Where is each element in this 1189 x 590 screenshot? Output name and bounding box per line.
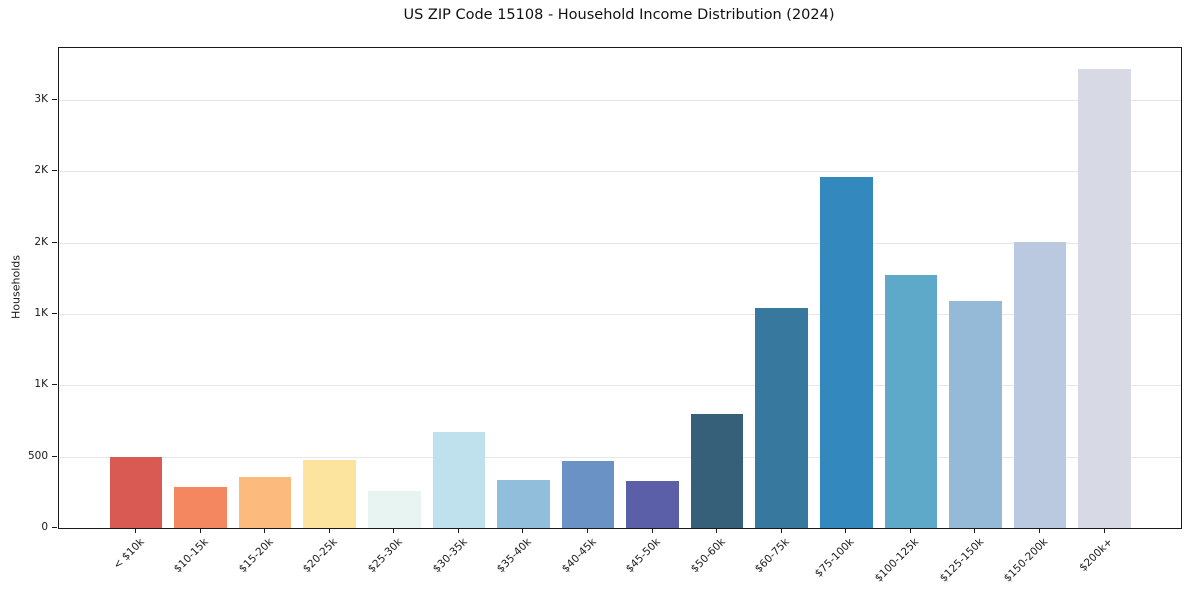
x-tick-mark: [522, 528, 524, 533]
bar-10k: [109, 456, 163, 528]
x-tick-label: < $10k: [110, 536, 147, 572]
x-tick-mark: [457, 528, 459, 533]
x-tick-mark: [909, 528, 911, 533]
x-tick-label: $40-45k: [559, 536, 599, 576]
gridline: [59, 171, 1181, 173]
x-tick-mark: [135, 528, 136, 533]
x-tick-mark: [1038, 528, 1040, 533]
x-tick-label: $100-125k: [872, 536, 922, 585]
x-tick-label: $45-50k: [623, 536, 664, 576]
bar-125-150k: [949, 301, 1002, 528]
y-tick-mark: [52, 241, 57, 243]
bar-200k: [1078, 68, 1131, 528]
x-tick-label: $50-60k: [688, 536, 728, 576]
bar-25-30k: [368, 490, 421, 528]
x-tick-mark: [264, 528, 266, 533]
y-tick-label: 2K: [34, 235, 48, 248]
y-tick-label: 1K: [34, 378, 48, 391]
x-tick-mark: [1103, 528, 1105, 533]
x-tick-mark: [393, 528, 395, 533]
x-tick-mark: [328, 528, 330, 533]
bar-50-60k: [690, 413, 744, 528]
bar-35-40k: [497, 480, 550, 528]
x-tick-label: $60-75k: [753, 536, 793, 576]
x-tick-mark: [974, 528, 976, 533]
x-tick-mark: [586, 528, 588, 533]
gridline: [59, 456, 1181, 458]
plot-area: [58, 47, 1182, 529]
x-tick-label: $10-15k: [171, 536, 212, 576]
bar-150-200k: [1013, 242, 1067, 528]
y-tick-label: 2K: [34, 164, 48, 177]
x-tick-mark: [716, 528, 718, 533]
x-tick-label: $25-30k: [365, 536, 405, 576]
x-tick-label: $75-100k: [812, 536, 857, 580]
bar-45-50k: [626, 480, 679, 528]
bar-10-15k: [174, 486, 227, 528]
y-tick-mark: [52, 384, 57, 386]
x-tick-label: $35-40k: [494, 536, 534, 576]
bar-40-45k: [561, 460, 615, 528]
x-tick-mark: [780, 528, 782, 533]
gridline: [59, 314, 1181, 316]
bar-60-75k: [755, 308, 808, 528]
y-tick-mark: [52, 527, 57, 528]
bar-15-20k: [238, 476, 292, 528]
bar-30-35k: [432, 431, 486, 528]
y-tick-label: 1K: [34, 307, 48, 320]
y-tick-mark: [52, 99, 57, 101]
x-tick-mark: [845, 528, 847, 533]
x-tick-label: $125-150k: [937, 536, 986, 585]
x-tick-mark: [199, 528, 201, 533]
gridline: [59, 242, 1181, 244]
x-tick-label: $150-200k: [1001, 536, 1051, 585]
x-tick-label: $200k+: [1077, 536, 1116, 574]
bar-75-100k: [820, 177, 873, 528]
x-tick-label: $20-25k: [301, 536, 341, 576]
gridline: [59, 385, 1181, 387]
y-tick-mark: [52, 170, 57, 172]
bar-20-25k: [303, 460, 356, 528]
y-tick-mark: [52, 313, 57, 315]
y-tick-label: 0: [41, 521, 48, 533]
x-tick-label: $30-35k: [430, 536, 470, 576]
y-tick-mark: [52, 455, 57, 457]
chart-title: US ZIP Code 15108 - Household Income Dis…: [403, 7, 835, 23]
x-tick-label: $15-20k: [236, 536, 276, 576]
y-tick-label: 500: [27, 449, 48, 462]
x-tick-mark: [651, 528, 653, 533]
gridline: [59, 100, 1181, 102]
y-tick-label: 3K: [34, 93, 48, 106]
bar-100-125k: [884, 274, 938, 528]
